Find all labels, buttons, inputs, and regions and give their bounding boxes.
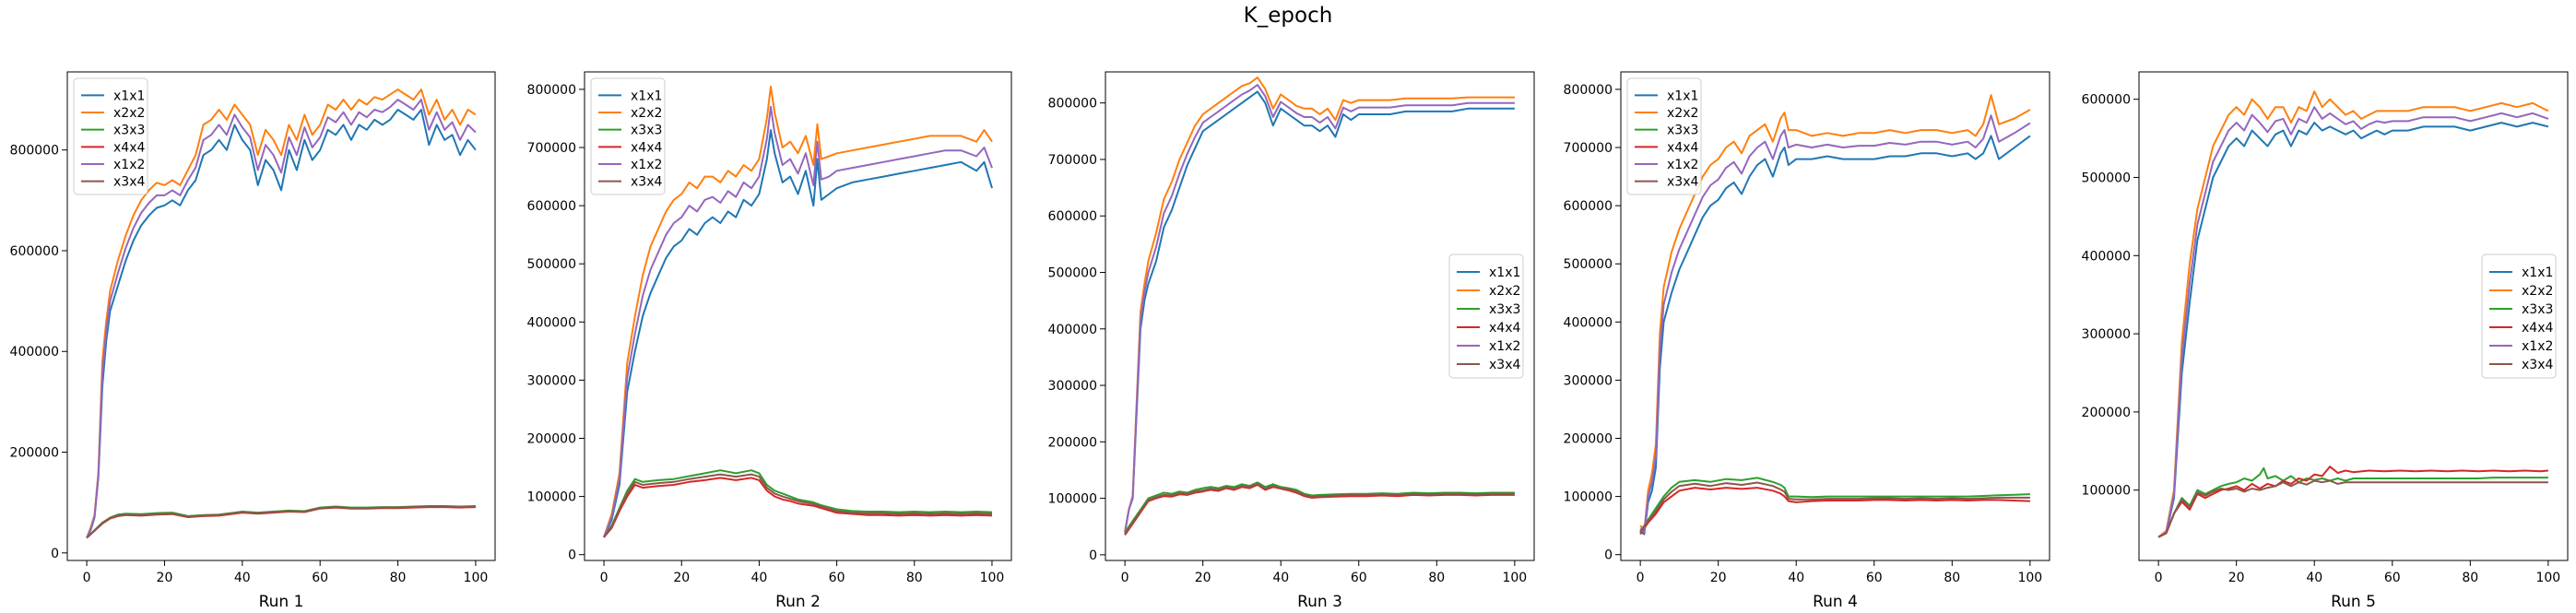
x-tick-label: 20 (157, 571, 173, 585)
series-line-x3x4 (86, 505, 476, 539)
figure-title: K_epoch (1243, 4, 1333, 28)
legend-label-x1x1: x1x1 (113, 88, 145, 103)
axes-frame (66, 71, 496, 561)
legend-label-x3x3: x3x3 (113, 124, 145, 138)
x-axis-label: Run 1 (259, 593, 304, 611)
legend-label-x2x2: x2x2 (113, 106, 145, 121)
x-tick-label: 80 (390, 571, 407, 585)
y-tick-label: 200000 (10, 446, 59, 461)
series-line-x2x2 (86, 88, 477, 538)
x-tick-label: 0 (83, 571, 91, 585)
x-tick-label: 100 (464, 571, 489, 585)
legend-box (73, 77, 148, 195)
y-tick-label: 800000 (10, 144, 59, 159)
series-line-x1x1 (86, 109, 477, 538)
legend: x1x1 x2x2 x3x3 x4x4 x1x2 x3x4 (73, 77, 148, 195)
legend-label-x1x2: x1x2 (113, 158, 145, 172)
y-tick-label: 600000 (10, 244, 59, 259)
y-tick-label: 0 (51, 547, 59, 561)
x-tick-label: 60 (312, 571, 328, 585)
x-tick-label: 40 (234, 571, 251, 585)
plot-area (86, 88, 477, 539)
legend-label-x4x4: x4x4 (113, 140, 145, 155)
legend-label-x3x4: x3x4 (113, 175, 145, 190)
y-tick-label: 400000 (10, 345, 59, 360)
series-line-x1x2 (86, 99, 477, 538)
